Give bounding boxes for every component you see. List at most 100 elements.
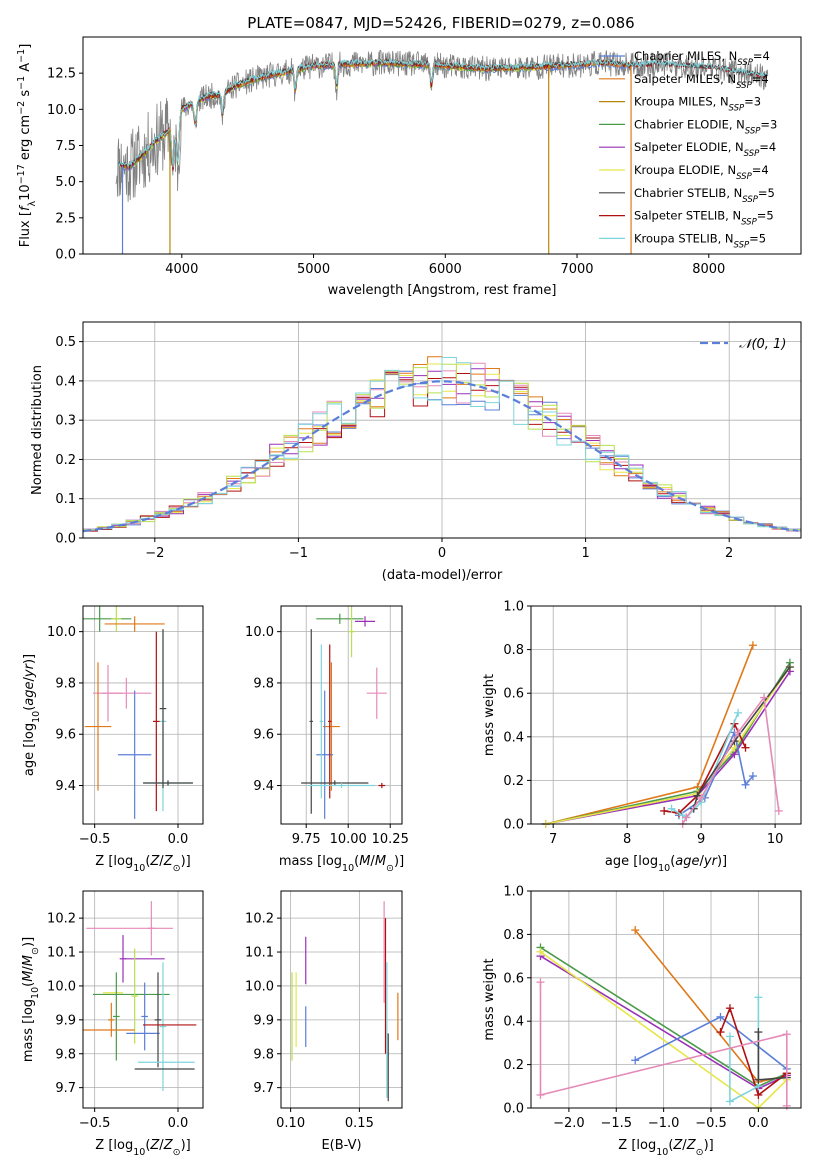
- legend-text: =5: [757, 209, 774, 223]
- x-tick-label: 7000: [560, 262, 593, 277]
- label-part: Z [log: [95, 1138, 133, 1153]
- label-part: 10: [133, 1147, 145, 1158]
- y-tick-label: 0.0: [503, 1102, 524, 1117]
- x-tick-label: −0.5: [695, 1116, 727, 1131]
- legend-label: Salpeter MILES, NSSP=4: [634, 72, 769, 91]
- label-part: (: [21, 982, 36, 987]
- x-tick-label: 10.00: [330, 832, 367, 847]
- y-tick-label: 10.2: [47, 912, 76, 927]
- grid: [83, 891, 203, 1108]
- label-part: ⊙: [386, 863, 394, 874]
- y-tick-label: 0.6: [503, 687, 524, 702]
- y-tick-label: 9.9: [55, 1013, 76, 1028]
- legend-text: =4: [753, 49, 770, 63]
- y-tick-label: 5.0: [55, 175, 76, 190]
- y-tick-label: 0.0: [55, 532, 76, 547]
- grid: [83, 606, 203, 824]
- reference-legend-label: 𝒩(0, 1): [739, 337, 786, 352]
- grid: [281, 891, 402, 1108]
- label-part: 10: [18, 184, 33, 201]
- legend-entry: Kroupa MILES, NSSP=3: [599, 95, 761, 114]
- mass-vs-metallicity-panel: −0.5 0.09.79.89.910.010.110.2Z [log10(Z/Z…: [21, 890, 204, 1158]
- label-part: age [log: [605, 854, 658, 869]
- errorbar-point: [301, 780, 369, 786]
- legend-label: Kroupa ELODIE, NSSP=4: [634, 163, 769, 182]
- errorbar-point: [108, 1002, 115, 1037]
- label-part: ⊙: [173, 1147, 181, 1158]
- x-tick-label: 6000: [429, 262, 462, 277]
- label-part: /: [682, 1138, 687, 1153]
- y-tick-label: 9.4: [55, 779, 76, 794]
- x-tick-label: 0.15: [345, 1116, 374, 1131]
- residual-histogram-panel: −2 −1 0 1 2 0.0 0.1 0.2 0.3 0.4 0.5 𝒩(0, 1) (data-mo…: [30, 321, 802, 583]
- label-part: (: [354, 854, 359, 869]
- series-extra-pink: [536, 978, 791, 1110]
- label-part: M: [21, 955, 36, 966]
- label-part: −17: [16, 164, 27, 184]
- legend-subscript: SSP: [736, 172, 752, 182]
- label-part: ]: [18, 44, 33, 49]
- label-part: Z: [163, 854, 174, 869]
- axes-frame: [280, 890, 403, 1109]
- legend-entry: Salpeter STELIB, NSSP=5: [599, 209, 774, 228]
- label-part: )]: [181, 1138, 191, 1153]
- y-tick-label: 0.2: [503, 1058, 524, 1073]
- errorbar-point: [141, 982, 148, 1051]
- label-part: age: [675, 854, 699, 869]
- legend-label: Chabrier STELIB, NSSP=5: [634, 186, 775, 205]
- x-tick-label: 10: [767, 832, 784, 847]
- y-tick-label: 0.0: [503, 818, 524, 833]
- x-tick-label: 9.75: [292, 832, 321, 847]
- label-part: Z: [686, 1138, 697, 1153]
- x-tick-label: 7: [549, 832, 557, 847]
- legend-text: Chabrier MILES, N: [634, 49, 737, 63]
- label-part: /: [159, 854, 164, 869]
- mass_weight_vs_Z-ylabel: mass weight: [482, 958, 497, 1040]
- x-tick-label: 0.0: [168, 1116, 189, 1131]
- errorbar-point: [111, 606, 122, 632]
- x-tick-label: 9: [697, 832, 705, 847]
- label-part: ⊙: [173, 863, 181, 874]
- errorbars: [291, 901, 399, 1102]
- legend-text: Salpeter MILES, N: [634, 72, 736, 86]
- residuals-xlabel: (data-model)/error: [382, 568, 503, 583]
- legend-text: Chabrier STELIB, N: [634, 186, 742, 200]
- label-part: M: [21, 971, 36, 982]
- label-part: )]: [181, 854, 191, 869]
- errorbars: [301, 606, 387, 819]
- x-tick-label: 5000: [297, 262, 330, 277]
- y-tick-label: 1.0: [503, 600, 524, 615]
- legend-subscript: SSP: [744, 149, 760, 159]
- y-tick-label: 1.0: [503, 885, 524, 900]
- y-tick-label: 10.1: [245, 946, 274, 961]
- legend-text: =4: [759, 140, 776, 154]
- y-tick-label: 9.4: [253, 779, 274, 794]
- mass-weight-vs-metallicity-panel: −2.0 −1.5 −1.0 −0.5 0.0 0.0 0.2 0.4 0.6 0.8 1.0 Z […: [482, 885, 802, 1158]
- legend-text: =3: [760, 117, 777, 131]
- label-part: /: [159, 1138, 164, 1153]
- legend-text: =5: [758, 186, 775, 200]
- errorbar-point: [148, 901, 155, 956]
- legend-text: =3: [744, 95, 761, 109]
- y-tick-label: 0.6: [503, 971, 524, 986]
- label-part: 10: [30, 987, 41, 999]
- y-tick-label: 0.1: [55, 492, 76, 507]
- legend-entry: Chabrier ELODIE, NSSP=3: [599, 117, 777, 136]
- y-tick-label: 0.8: [503, 928, 524, 943]
- y-tick-label: 0.0: [55, 248, 76, 263]
- label-part: erg cm: [18, 115, 33, 164]
- legend-entry: Chabrier MILES, NSSP=4: [599, 49, 770, 68]
- series-line: [681, 695, 780, 825]
- legend-label: Kroupa STELIB, NSSP=5: [634, 231, 766, 250]
- label-part: )]: [704, 1138, 714, 1153]
- x-tick-label: 0.10: [276, 1116, 305, 1131]
- y-tick-label: 10.1: [47, 946, 76, 961]
- label-part: )]: [394, 854, 404, 869]
- y-tick-label: 0.4: [55, 374, 76, 389]
- axes-frame: [82, 890, 204, 1109]
- age-vs-metallicity-panel: −0.5 0.09.49.69.810.0Z [log10(Z/Z⊙)]age […: [22, 605, 204, 874]
- y-tick-label: 0.3: [55, 414, 76, 429]
- legend-subscript: SSP: [745, 126, 761, 136]
- series-line: [719, 1005, 788, 1097]
